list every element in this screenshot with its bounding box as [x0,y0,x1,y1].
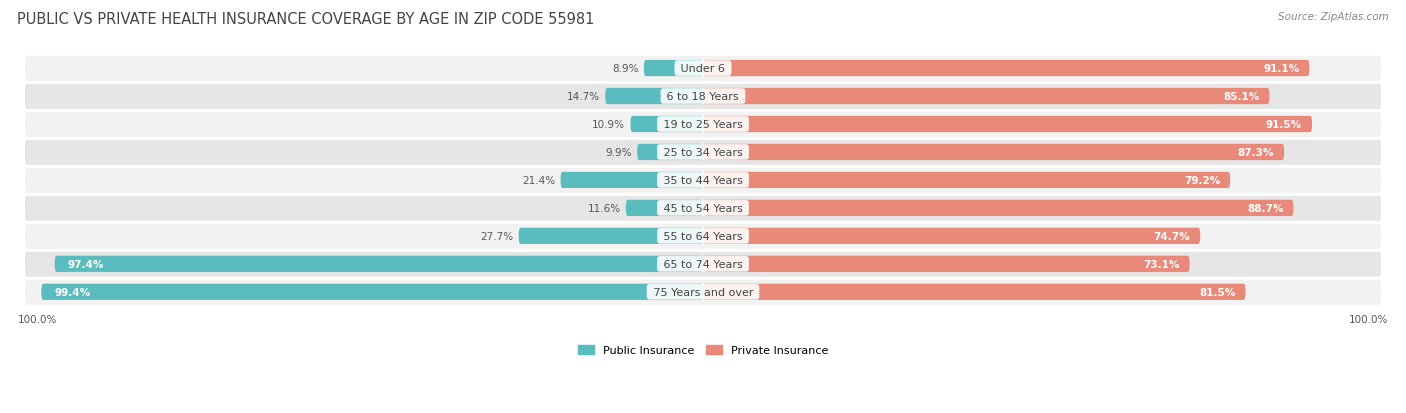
FancyBboxPatch shape [703,89,1270,105]
Text: 27.7%: 27.7% [481,231,513,241]
FancyBboxPatch shape [703,172,1230,189]
Text: Source: ZipAtlas.com: Source: ZipAtlas.com [1278,12,1389,22]
FancyBboxPatch shape [24,278,1382,306]
FancyBboxPatch shape [24,222,1382,250]
FancyBboxPatch shape [637,145,703,161]
FancyBboxPatch shape [24,250,1382,278]
FancyBboxPatch shape [703,200,1294,216]
FancyBboxPatch shape [24,111,1382,139]
FancyBboxPatch shape [605,89,703,105]
FancyBboxPatch shape [703,61,1309,77]
Text: 91.1%: 91.1% [1264,64,1299,74]
Text: PUBLIC VS PRIVATE HEALTH INSURANCE COVERAGE BY AGE IN ZIP CODE 55981: PUBLIC VS PRIVATE HEALTH INSURANCE COVER… [17,12,595,27]
Text: 55 to 64 Years: 55 to 64 Years [659,231,747,241]
FancyBboxPatch shape [55,256,703,272]
Text: 19 to 25 Years: 19 to 25 Years [659,120,747,130]
FancyBboxPatch shape [24,55,1382,83]
Text: 91.5%: 91.5% [1265,120,1302,130]
FancyBboxPatch shape [24,166,1382,195]
FancyBboxPatch shape [561,172,703,189]
FancyBboxPatch shape [703,116,1312,133]
FancyBboxPatch shape [630,116,703,133]
Legend: Public Insurance, Private Insurance: Public Insurance, Private Insurance [574,340,832,360]
Text: Under 6: Under 6 [678,64,728,74]
Text: 14.7%: 14.7% [567,92,600,102]
FancyBboxPatch shape [644,61,703,77]
FancyBboxPatch shape [24,195,1382,222]
Text: 99.4%: 99.4% [55,287,91,297]
FancyBboxPatch shape [703,256,1189,272]
FancyBboxPatch shape [41,284,703,300]
FancyBboxPatch shape [519,228,703,244]
Text: 88.7%: 88.7% [1247,203,1284,214]
Text: 6 to 18 Years: 6 to 18 Years [664,92,742,102]
Text: 81.5%: 81.5% [1199,287,1236,297]
Text: 9.9%: 9.9% [605,147,631,158]
FancyBboxPatch shape [703,145,1284,161]
FancyBboxPatch shape [703,228,1201,244]
FancyBboxPatch shape [703,284,1246,300]
Text: 45 to 54 Years: 45 to 54 Years [659,203,747,214]
Text: 87.3%: 87.3% [1237,147,1274,158]
Text: 97.4%: 97.4% [67,259,104,269]
Text: 21.4%: 21.4% [522,176,555,185]
FancyBboxPatch shape [24,83,1382,111]
Text: 74.7%: 74.7% [1154,231,1191,241]
Text: 79.2%: 79.2% [1184,176,1220,185]
Text: 75 Years and over: 75 Years and over [650,287,756,297]
Text: 73.1%: 73.1% [1143,259,1180,269]
Text: 85.1%: 85.1% [1223,92,1260,102]
Text: 8.9%: 8.9% [612,64,638,74]
Text: 11.6%: 11.6% [588,203,620,214]
Text: 35 to 44 Years: 35 to 44 Years [659,176,747,185]
FancyBboxPatch shape [24,139,1382,166]
FancyBboxPatch shape [626,200,703,216]
Text: 65 to 74 Years: 65 to 74 Years [659,259,747,269]
Text: 10.9%: 10.9% [592,120,626,130]
Text: 25 to 34 Years: 25 to 34 Years [659,147,747,158]
